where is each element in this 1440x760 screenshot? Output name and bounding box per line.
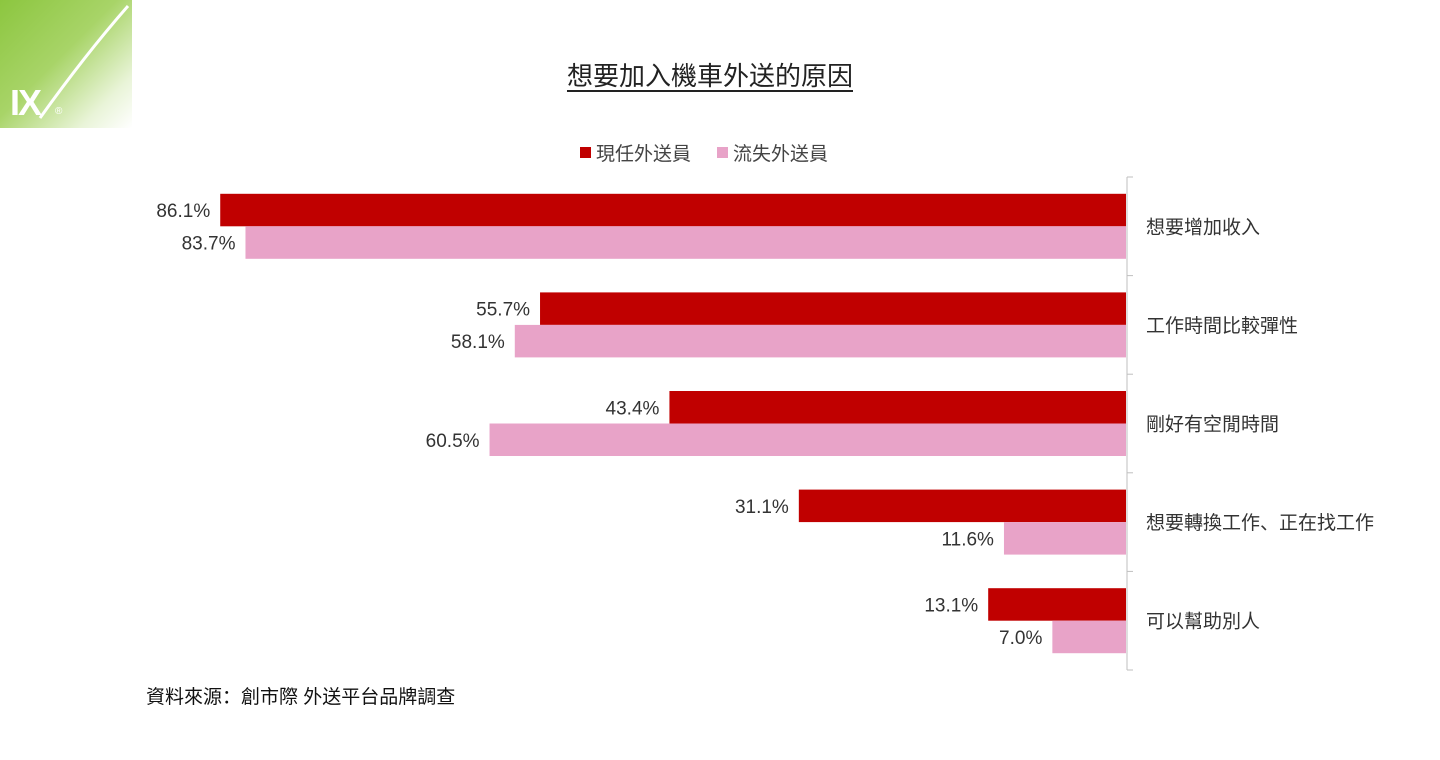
data-label-lost-1: 58.1%	[451, 332, 505, 353]
legend-label-lost: 流失外送員	[733, 143, 829, 165]
category-label-2: 剛好有空閒時間	[1146, 414, 1279, 436]
legend-label-current: 現任外送員	[596, 143, 692, 165]
logo-swoosh-icon	[38, 5, 130, 119]
data-label-current-3: 31.1%	[735, 497, 789, 518]
bar-current-3	[798, 489, 1126, 523]
legend-swatch-current	[580, 146, 591, 158]
brand-logo: IX ®	[0, 0, 132, 128]
data-label-lost-0: 83.7%	[182, 234, 236, 255]
bar-current-2	[669, 391, 1126, 424]
category-label-0: 想要增加收入	[1146, 216, 1260, 238]
data-label-current-0: 86.1%	[156, 201, 210, 222]
bar-current-1	[540, 292, 1126, 325]
bar-lost-0	[245, 226, 1126, 259]
bar-lost-1	[514, 324, 1126, 358]
logo-text: IX	[10, 82, 42, 123]
category-label-4: 可以幫助別人	[1146, 611, 1260, 633]
data-label-current-1: 55.7%	[476, 300, 530, 321]
data-label-lost-2: 60.5%	[426, 431, 480, 452]
data-label-current-4: 13.1%	[924, 595, 978, 616]
chart-title: 想要加入機車外送的原因	[0, 56, 1420, 93]
legend-swatch-lost	[717, 146, 729, 158]
data-label-current-2: 43.4%	[606, 398, 660, 419]
logo-registered-mark: ®	[55, 106, 63, 117]
source-note: 資料來源：創市際 外送平台品牌調查	[146, 687, 456, 708]
bar-current-0	[220, 193, 1126, 227]
data-label-lost-4: 7.0%	[999, 628, 1042, 649]
legend-item-current: 現任外送員	[580, 139, 691, 166]
category-label-3: 想要轉換工作、正在找工作	[1146, 512, 1374, 534]
chart-title-text: 想要加入機車外送的原因	[566, 61, 853, 91]
category-label-1: 工作時間比較彈性	[1146, 315, 1298, 337]
bar-lost-4	[1052, 620, 1126, 654]
bar-current-4	[988, 588, 1126, 621]
bar-lost-2	[489, 423, 1126, 456]
chart-legend: 現任外送員 流失外送員	[580, 139, 854, 166]
legend-item-lost: 流失外送員	[717, 139, 828, 166]
data-label-lost-3: 11.6%	[941, 529, 994, 550]
bar-lost-3	[1003, 522, 1126, 555]
